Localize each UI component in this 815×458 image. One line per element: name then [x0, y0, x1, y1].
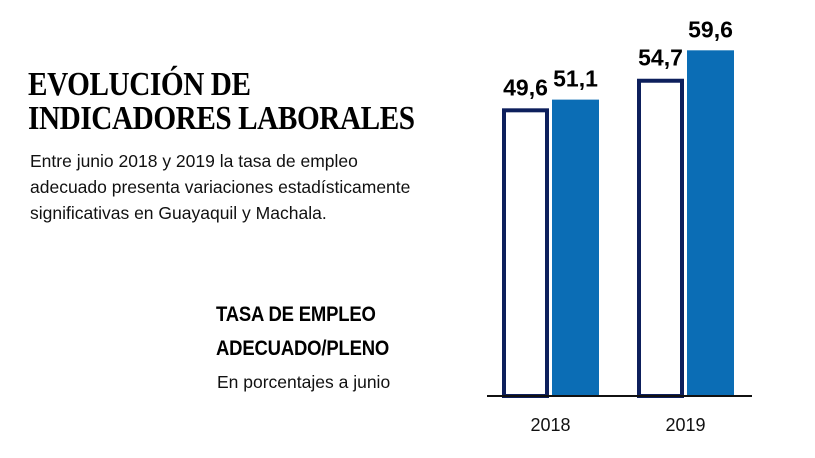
data-label-2019-series-2: 59,6 — [688, 16, 733, 42]
chart-subtitle: En porcentajes a junio — [217, 372, 391, 392]
headline: EVOLUCIÓN DE INDICADORES LABORALES — [28, 66, 415, 137]
data-label-2018-series-1: 49,6 — [503, 74, 548, 100]
data-label-2019-series-1: 54,7 — [638, 45, 683, 71]
x-tick-label-2018: 2018 — [530, 415, 570, 435]
intro-line-3: significativas en Guayaquil y Machala. — [30, 203, 327, 223]
bar-2019-series-2 — [687, 50, 734, 396]
headline-line-2: INDICADORES LABORALES — [28, 100, 415, 137]
data-label-2018-series-2: 51,1 — [553, 66, 598, 92]
chart-title-line-2: ADECUADO/PLENO — [216, 337, 390, 360]
bar-2018-series-1 — [502, 108, 549, 398]
chart-title-line-1: TASA DE EMPLEO — [216, 303, 376, 326]
intro-line-1: Entre junio 2018 y 2019 la tasa de emple… — [30, 151, 358, 171]
bar-2019-series-1 — [637, 78, 684, 399]
intro-line-2: adecuado presenta variaciones estadístic… — [30, 177, 411, 197]
bar-2018-series-2 — [552, 99, 599, 397]
intro-text: Entre junio 2018 y 2019 la tasa de emple… — [30, 148, 470, 226]
x-tick-label-2019: 2019 — [665, 415, 705, 435]
chart-title: TASA DE EMPLEO ADECUADO/PLENO — [216, 298, 445, 366]
headline-line-1: EVOLUCIÓN DE — [28, 66, 251, 103]
